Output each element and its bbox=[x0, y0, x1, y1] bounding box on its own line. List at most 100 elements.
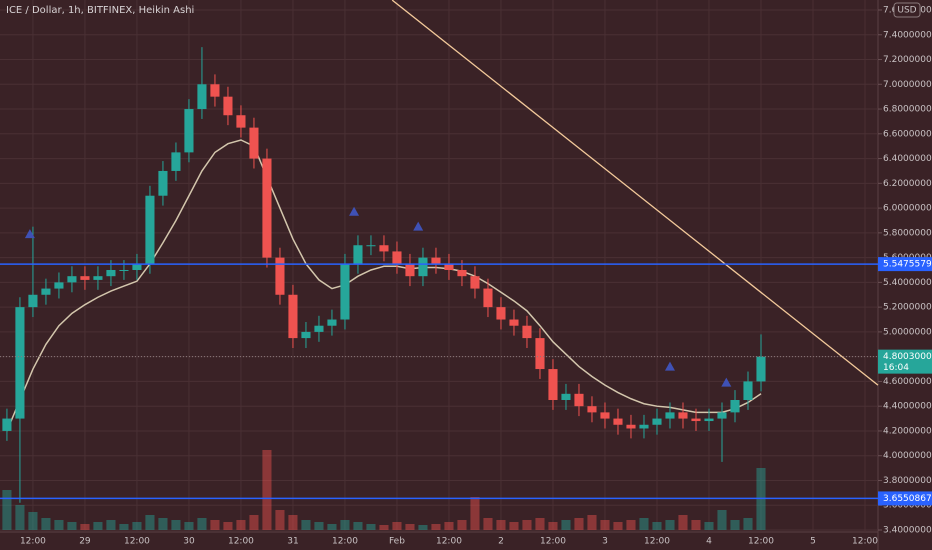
volume-bar bbox=[54, 520, 64, 530]
volume-bar bbox=[691, 520, 701, 530]
x-tick-label: 31 bbox=[287, 537, 298, 547]
volume-bar bbox=[340, 520, 350, 530]
y-tick-label: 3.40000000 bbox=[883, 526, 932, 536]
volume-bar bbox=[626, 520, 636, 530]
volume-bar bbox=[67, 522, 77, 530]
candle-body bbox=[743, 381, 753, 400]
candle-body bbox=[262, 158, 272, 258]
signal-triangle bbox=[413, 221, 424, 231]
candle-body bbox=[301, 331, 311, 339]
volume-bar bbox=[496, 520, 506, 530]
volume-bar bbox=[288, 515, 298, 530]
candle-body bbox=[405, 263, 415, 277]
x-tick-label: 30 bbox=[183, 537, 195, 547]
y-tick-label: 4.20000000 bbox=[883, 426, 932, 436]
candle-body bbox=[626, 424, 636, 429]
x-tick-label: 12:00 bbox=[228, 537, 254, 547]
candle-body bbox=[353, 245, 363, 264]
x-tick-label: 2 bbox=[498, 537, 504, 547]
y-tick-label: 4.60000000 bbox=[883, 377, 932, 387]
volume-bar bbox=[15, 505, 25, 530]
candle-body bbox=[275, 257, 285, 295]
y-tick-label: 4.40000000 bbox=[883, 402, 932, 412]
volume-bar bbox=[314, 522, 324, 530]
candle-body bbox=[171, 152, 181, 171]
candle-body bbox=[613, 418, 623, 425]
price-badge bbox=[878, 491, 932, 506]
moving-average bbox=[6, 139, 762, 432]
x-tick-label: Feb bbox=[389, 537, 405, 547]
candle-body bbox=[392, 251, 402, 264]
volume-bar bbox=[275, 510, 285, 530]
candle-body bbox=[457, 270, 467, 277]
candle-body bbox=[80, 276, 90, 280]
chart-title: ICE / Dollar, 1h, BITFINEX, Heikin Ashi bbox=[6, 5, 194, 16]
candle-body bbox=[93, 276, 103, 280]
last-price-badge bbox=[878, 349, 932, 374]
volume-bar bbox=[184, 522, 194, 530]
currency-badge bbox=[893, 2, 921, 18]
volume-bar bbox=[587, 515, 597, 530]
volume-bar bbox=[2, 490, 12, 530]
candle-body bbox=[67, 276, 77, 283]
volume-bar bbox=[717, 510, 727, 530]
volume-bar bbox=[353, 522, 363, 530]
volume-bar bbox=[678, 515, 688, 530]
x-tick-label: 12:00 bbox=[436, 537, 462, 547]
candle-body bbox=[327, 319, 337, 326]
candle-body bbox=[587, 406, 597, 413]
volume-bar bbox=[171, 520, 181, 530]
candle-body bbox=[691, 418, 701, 422]
volume-bar bbox=[262, 450, 272, 530]
candle-body bbox=[288, 294, 298, 339]
volume-bar bbox=[327, 524, 337, 530]
x-tick-label: 12:00 bbox=[540, 537, 566, 547]
volume-bar bbox=[561, 520, 571, 530]
candle-body bbox=[574, 393, 584, 407]
candle-body bbox=[600, 412, 610, 419]
volume-bar bbox=[93, 522, 103, 530]
y-tick-label: 5.00000000 bbox=[883, 327, 932, 337]
plot-area bbox=[0, 0, 879, 530]
candle-body bbox=[535, 338, 545, 370]
candle-body bbox=[756, 356, 766, 382]
candle-body bbox=[483, 288, 493, 308]
y-tick-label: 6.40000000 bbox=[883, 154, 932, 164]
volume-bar bbox=[249, 515, 259, 530]
volume-bar bbox=[730, 520, 740, 530]
volume-bar bbox=[613, 522, 623, 530]
candle-body bbox=[314, 325, 324, 332]
volume-bar bbox=[639, 518, 649, 530]
volume-bar bbox=[522, 520, 532, 530]
volume-bar bbox=[535, 518, 545, 530]
candle-body bbox=[366, 245, 376, 247]
candle-body bbox=[639, 424, 649, 429]
volume-bar bbox=[301, 520, 311, 530]
y-tick-label: 3.80000000 bbox=[883, 476, 932, 486]
volume-bar bbox=[210, 520, 220, 530]
y-tick-label: 7.40000000 bbox=[883, 30, 932, 40]
volume-bar bbox=[665, 520, 675, 530]
y-tick-label: 6.00000000 bbox=[883, 204, 932, 214]
candle-body bbox=[652, 418, 662, 425]
candle-body bbox=[210, 84, 220, 97]
y-tick-label: 5.80000000 bbox=[883, 228, 932, 238]
y-tick-label: 7.20000000 bbox=[883, 55, 932, 65]
candle-body bbox=[145, 195, 155, 264]
volume-bar bbox=[145, 515, 155, 530]
x-tick-label: 12:00 bbox=[124, 537, 150, 547]
candle-body bbox=[249, 127, 259, 159]
y-tick-label: 5.20000000 bbox=[883, 303, 932, 313]
candle-body bbox=[444, 263, 454, 270]
candle-body bbox=[28, 294, 38, 308]
price-badge-label: 5.54755796 bbox=[883, 260, 932, 270]
volume-bar bbox=[366, 524, 376, 530]
currency-label: USD bbox=[897, 6, 916, 16]
candle-body bbox=[548, 369, 558, 400]
candle-body bbox=[223, 96, 233, 116]
y-tick-label: 5.40000000 bbox=[883, 278, 932, 288]
volume-bar bbox=[392, 522, 402, 530]
signal-triangle bbox=[664, 361, 675, 371]
candle-body bbox=[496, 307, 506, 320]
